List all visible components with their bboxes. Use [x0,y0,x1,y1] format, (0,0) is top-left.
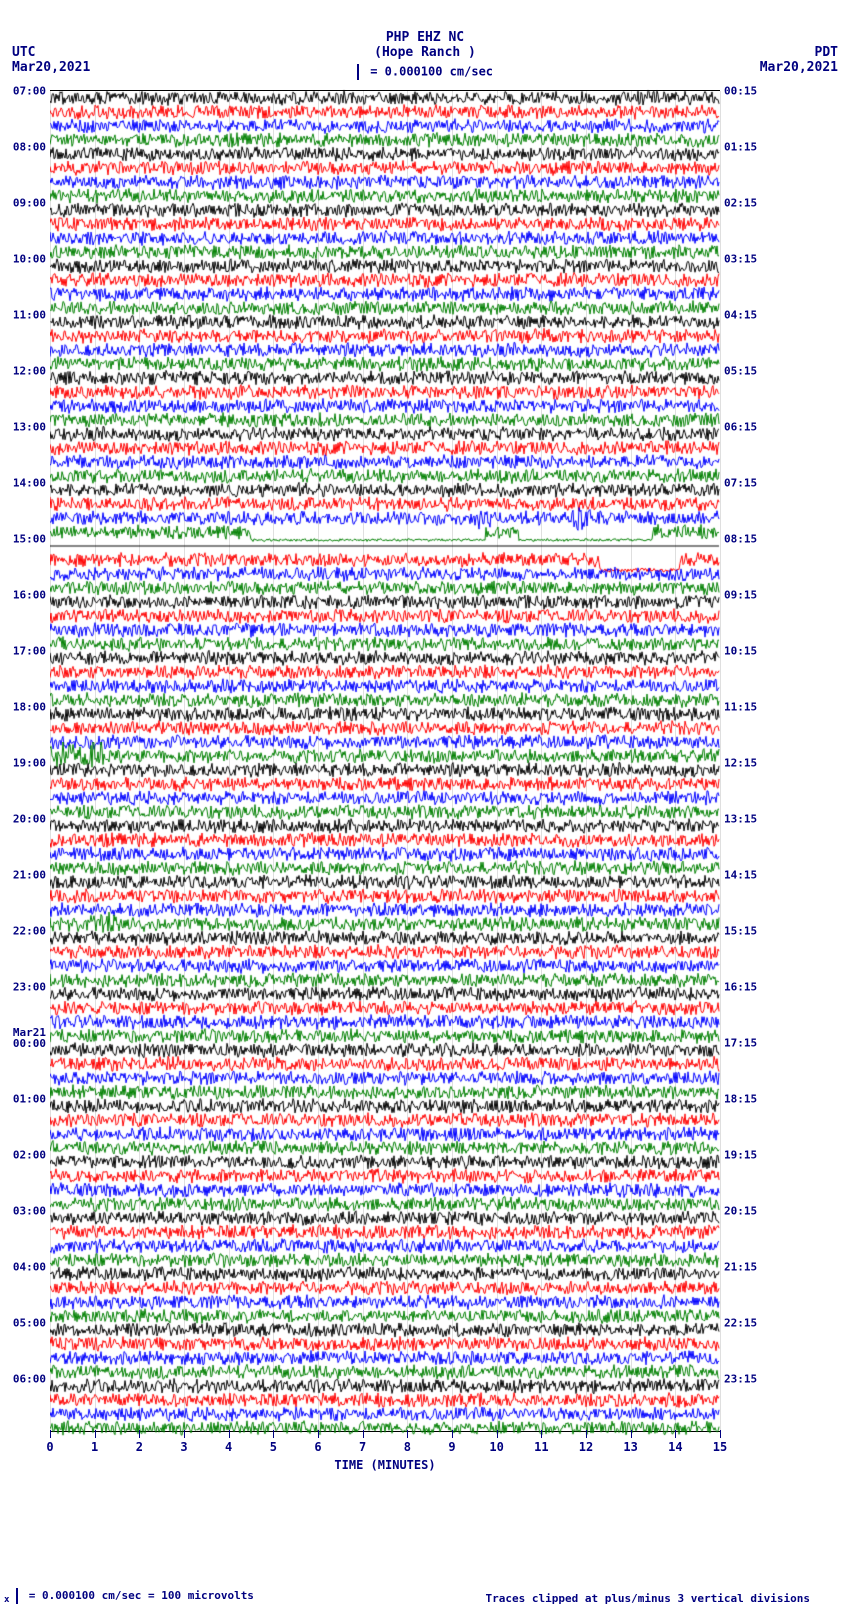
pdt-time-label: 06:15 [724,421,757,434]
pdt-time-label: 02:15 [724,197,757,210]
utc-time-label: Mar2100:00 [13,1026,46,1050]
x-axis: TIME (MINUTES) 0123456789101112131415 [50,1430,720,1470]
utc-time-label: 23:00 [13,981,46,994]
x-tick [497,1430,498,1438]
pdt-time-label: 23:15 [724,1373,757,1386]
gridline [720,91,721,1431]
pdt-time-label: 17:15 [724,1037,757,1050]
footer-scale: x = 0.000100 cm/sec = 100 microvolts [4,1588,254,1605]
x-tick [541,1430,542,1438]
utc-time-label: 12:00 [13,365,46,378]
helicorder-plot: 07:0000:1508:0001:1509:0002:1510:0003:15… [50,90,720,1432]
pdt-time-label: 01:15 [724,141,757,154]
utc-time-label: 10:00 [13,253,46,266]
x-tick-label: 0 [46,1440,53,1454]
utc-time-label: 18:00 [13,701,46,714]
utc-time-label: 02:00 [13,1149,46,1162]
pdt-time-label: 15:15 [724,925,757,938]
x-tick [95,1430,96,1438]
utc-time-label: 16:00 [13,589,46,602]
x-axis-label: TIME (MINUTES) [50,1458,720,1472]
station-location: (Hope Ranch ) [0,45,850,60]
pdt-time-label: 00:15 [724,85,757,98]
timezone-left-label: UTC Mar20,2021 [12,45,90,75]
timezone-right-label: PDT Mar20,2021 [760,45,838,75]
footer-clip-note: Traces clipped at plus/minus 3 vertical … [485,1592,810,1605]
pdt-time-label: 12:15 [724,757,757,770]
x-tick-label: 11 [534,1440,548,1454]
x-tick [184,1430,185,1438]
pdt-time-label: 10:15 [724,645,757,658]
utc-time-label: 20:00 [13,813,46,826]
x-tick-label: 2 [136,1440,143,1454]
station-code: PHP EHZ NC [0,30,850,45]
scale-bar-icon [16,1588,18,1604]
pdt-time-label: 11:15 [724,701,757,714]
x-tick [139,1430,140,1438]
scale-bar-icon [357,64,359,80]
x-tick-label: 4 [225,1440,232,1454]
x-tick [273,1430,274,1438]
utc-time-label: 17:00 [13,645,46,658]
utc-time-label: 13:00 [13,421,46,434]
pdt-time-label: 09:15 [724,589,757,602]
x-tick-label: 3 [180,1440,187,1454]
pdt-time-label: 21:15 [724,1261,757,1274]
x-tick-label: 9 [448,1440,455,1454]
x-tick [586,1430,587,1438]
pdt-time-label: 05:15 [724,365,757,378]
x-tick-label: 6 [314,1440,321,1454]
utc-time-label: 19:00 [13,757,46,770]
x-tick [407,1430,408,1438]
pdt-time-label: 04:15 [724,309,757,322]
pdt-time-label: 03:15 [724,253,757,266]
x-tick [631,1430,632,1438]
utc-time-label: 03:00 [13,1205,46,1218]
header-scale: = 0.000100 cm/sec [0,64,850,80]
x-tick-label: 5 [270,1440,277,1454]
x-tick [318,1430,319,1438]
pdt-time-label: 19:15 [724,1149,757,1162]
utc-time-label: 21:00 [13,869,46,882]
utc-time-label: 08:00 [13,141,46,154]
x-tick [50,1430,51,1438]
pdt-time-label: 08:15 [724,533,757,546]
x-tick-label: 15 [713,1440,727,1454]
x-tick [229,1430,230,1438]
utc-time-label: 06:00 [13,1373,46,1386]
x-tick [720,1430,721,1438]
utc-time-label: 07:00 [13,85,46,98]
x-tick-label: 13 [623,1440,637,1454]
utc-time-label: 04:00 [13,1261,46,1274]
x-tick-label: 12 [579,1440,593,1454]
pdt-time-label: 20:15 [724,1205,757,1218]
pdt-time-label: 07:15 [724,477,757,490]
pdt-time-label: 16:15 [724,981,757,994]
x-tick [675,1430,676,1438]
utc-time-label: 22:00 [13,925,46,938]
pdt-time-label: 13:15 [724,813,757,826]
utc-time-label: 15:00 [13,533,46,546]
utc-time-label: 14:00 [13,477,46,490]
chart-header: PHP EHZ NC (Hope Ranch ) = 0.000100 cm/s… [0,30,850,80]
x-tick-label: 10 [489,1440,503,1454]
x-tick-label: 1 [91,1440,98,1454]
utc-time-label: 05:00 [13,1317,46,1330]
x-tick-label: 7 [359,1440,366,1454]
helicorder-container: PHP EHZ NC (Hope Ranch ) = 0.000100 cm/s… [0,0,850,1613]
pdt-time-label: 18:15 [724,1093,757,1106]
x-tick [363,1430,364,1438]
utc-time-label: 01:00 [13,1093,46,1106]
pdt-time-label: 14:15 [724,869,757,882]
x-tick-label: 8 [404,1440,411,1454]
x-tick [452,1430,453,1438]
utc-time-label: 09:00 [13,197,46,210]
utc-time-label: 11:00 [13,309,46,322]
pdt-time-label: 22:15 [724,1317,757,1330]
x-tick-label: 14 [668,1440,682,1454]
